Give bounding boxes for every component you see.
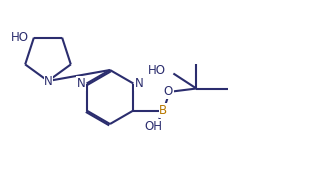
Text: N: N (134, 77, 143, 90)
Text: N: N (77, 77, 85, 90)
Text: B: B (159, 104, 167, 117)
Text: HO: HO (147, 64, 165, 77)
Text: O: O (164, 85, 173, 98)
Text: N: N (44, 74, 53, 88)
Text: OH: OH (144, 120, 162, 133)
Text: HO: HO (11, 31, 29, 43)
